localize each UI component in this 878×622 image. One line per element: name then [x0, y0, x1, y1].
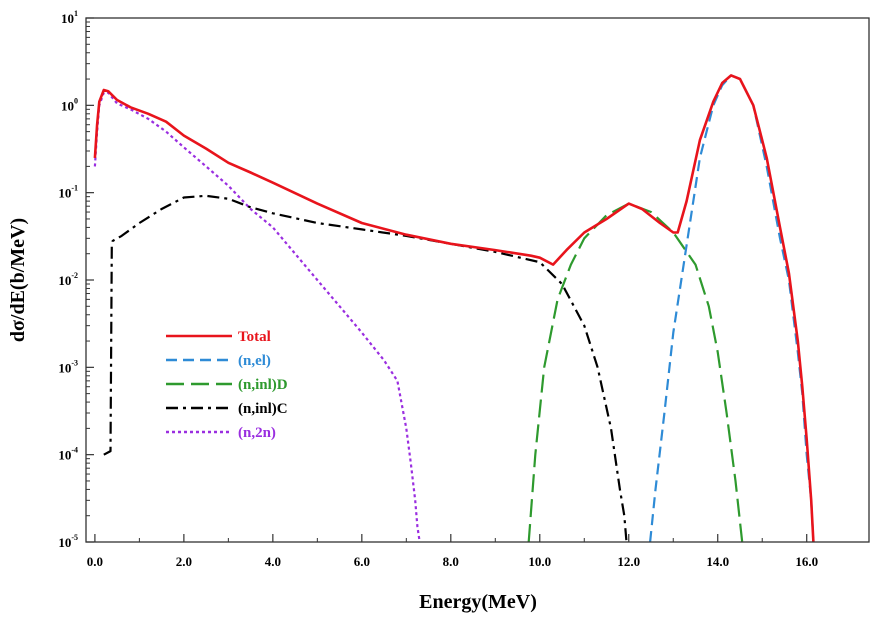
series-line-n-inl-c: [103, 194, 628, 542]
y-tick-label: 10-2: [58, 271, 78, 288]
y-tick-label: 100: [61, 96, 78, 113]
x-tick-label: 6.0: [354, 554, 370, 569]
x-tick-label: 0.0: [87, 554, 103, 569]
x-tick-label: 14.0: [706, 554, 729, 569]
y-tick-label: 101: [61, 9, 78, 26]
x-tick-label: 2.0: [176, 554, 192, 569]
x-tick-label: 4.0: [265, 554, 281, 569]
y-tick-label: 10-1: [58, 184, 78, 201]
x-axis-title: Energy(MeV): [419, 591, 537, 613]
legend-label: (n,2n): [238, 425, 276, 441]
y-tick-label: 10-5: [58, 533, 78, 550]
legend-label: (n,inl)D: [238, 377, 288, 393]
legend-label: (n,inl)C: [238, 401, 288, 417]
legend-label: Total: [238, 329, 271, 345]
legend-label: (n,el): [238, 353, 271, 369]
x-tick-label: 16.0: [795, 554, 818, 569]
y-axis-title: dσ/dE(b/MeV): [7, 218, 29, 342]
x-tick-label: 8.0: [443, 554, 459, 569]
y-tick-label: 10-3: [58, 358, 78, 375]
y-tick-label: 10-4: [58, 446, 78, 463]
x-tick-label: 12.0: [617, 554, 640, 569]
x-tick-label: 10.0: [528, 554, 551, 569]
series-line-total: [93, 74, 815, 542]
